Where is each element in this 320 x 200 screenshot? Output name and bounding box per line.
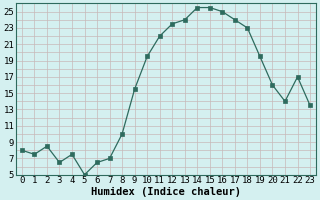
X-axis label: Humidex (Indice chaleur): Humidex (Indice chaleur) bbox=[91, 186, 241, 197]
